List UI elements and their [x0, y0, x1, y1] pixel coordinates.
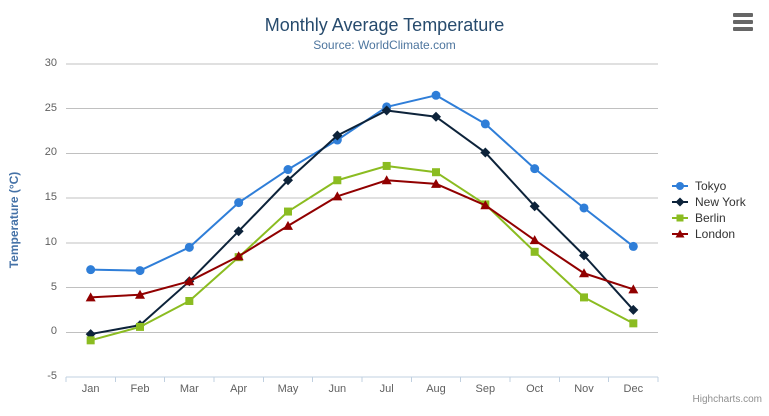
data-point-london[interactable] — [184, 276, 195, 286]
data-point-london[interactable] — [431, 178, 441, 188]
legend-label: New York — [695, 195, 746, 209]
x-axis-label: Aug — [426, 383, 446, 395]
data-point-new-york[interactable] — [332, 130, 343, 141]
chart-subtitle: Source: WorldClimate.com — [313, 38, 456, 52]
data-point-tokyo[interactable] — [628, 241, 638, 251]
series-line-london[interactable] — [89, 179, 635, 299]
data-point-new-york[interactable] — [628, 304, 639, 315]
data-point-tokyo[interactable] — [530, 164, 540, 174]
data-point-berlin[interactable] — [580, 293, 588, 302]
data-point-berlin[interactable] — [432, 168, 440, 177]
chart-title: Monthly Average Temperature — [264, 15, 505, 35]
data-point-london[interactable] — [381, 175, 392, 185]
hamburger-icon — [729, 9, 757, 35]
x-axis-label: Oct — [526, 383, 544, 395]
y-axis-label: 25 — [44, 101, 57, 114]
x-axis-label: Mar — [179, 383, 199, 395]
series-line-new-york[interactable] — [89, 109, 635, 336]
x-axis-label: Jul — [379, 383, 394, 395]
y-axis-label: 0 — [50, 325, 57, 338]
x-axis-label: Jun — [328, 383, 347, 395]
legend-marker-square-icon — [672, 214, 688, 222]
legend-marker-shape[interactable] — [675, 229, 685, 238]
legend-marker-circle-icon — [672, 182, 688, 190]
legend-label: Berlin — [695, 211, 726, 225]
data-point-tokyo[interactable] — [86, 265, 96, 275]
data-point-london[interactable] — [579, 268, 589, 278]
data-point-berlin[interactable] — [382, 161, 391, 170]
data-point-new-york[interactable] — [283, 175, 293, 186]
data-point-new-york[interactable] — [233, 226, 244, 237]
data-point-berlin[interactable] — [86, 336, 95, 345]
y-axis-label: 10 — [44, 235, 57, 248]
credits-link[interactable]: Highcharts.com — [692, 394, 762, 405]
y-axis-label: -5 — [47, 370, 57, 382]
data-point-london[interactable] — [628, 284, 639, 294]
x-axis-label: Jan — [81, 383, 100, 395]
data-point-london[interactable] — [529, 235, 540, 245]
legend-label: London — [695, 227, 736, 241]
data-point-london[interactable] — [85, 292, 96, 302]
legend-marker-diamond-icon — [672, 197, 688, 207]
data-point-tokyo[interactable] — [234, 198, 244, 208]
export-menu-button[interactable] — [729, 9, 757, 35]
legend: Tokyo New York Berlin London — [672, 178, 746, 242]
data-point-new-york[interactable] — [529, 201, 540, 212]
data-point-london[interactable] — [233, 251, 244, 261]
y-axis-label: 15 — [44, 191, 57, 204]
y-axis-label: 20 — [44, 146, 57, 159]
data-point-berlin[interactable] — [333, 176, 342, 185]
legend-item-tokyo[interactable]: Tokyo — [672, 178, 746, 194]
data-point-new-york[interactable] — [480, 147, 491, 158]
data-point-berlin[interactable] — [629, 319, 638, 328]
data-point-berlin[interactable] — [284, 207, 292, 216]
y-axis-title: Temperature (°C) — [7, 171, 21, 269]
data-point-tokyo[interactable] — [579, 203, 589, 213]
data-point-new-york[interactable] — [579, 250, 589, 261]
data-point-tokyo[interactable] — [184, 242, 194, 252]
legend-marker-shape[interactable] — [675, 197, 685, 207]
data-point-london[interactable] — [283, 220, 293, 230]
legend-item-berlin[interactable]: Berlin — [672, 210, 746, 226]
series-line-tokyo[interactable] — [89, 94, 635, 272]
x-axis-label: Dec — [623, 383, 644, 395]
legend-label: Tokyo — [695, 179, 727, 193]
data-point-berlin[interactable] — [530, 247, 539, 256]
data-point-london[interactable] — [332, 191, 343, 201]
x-axis-label: Apr — [230, 383, 248, 395]
x-axis-label: Feb — [130, 383, 150, 395]
x-axis-label: Sep — [475, 383, 496, 395]
data-point-tokyo[interactable] — [135, 266, 145, 276]
series-line-berlin[interactable] — [89, 164, 635, 342]
legend-item-london[interactable]: London — [672, 226, 746, 242]
y-axis-label: 30 — [44, 57, 57, 69]
data-point-london[interactable] — [135, 289, 145, 299]
legend-marker-shape[interactable] — [676, 214, 684, 222]
data-point-tokyo[interactable] — [283, 165, 293, 175]
data-point-new-york[interactable] — [381, 105, 392, 116]
x-axis-label: May — [277, 383, 299, 395]
data-point-tokyo[interactable] — [431, 90, 441, 100]
data-point-new-york[interactable] — [431, 111, 441, 122]
legend-marker-triangle-icon — [672, 229, 688, 238]
legend-item-new-york[interactable]: New York — [672, 194, 746, 210]
x-axis-label: Nov — [574, 383, 594, 395]
data-point-tokyo[interactable] — [480, 119, 490, 129]
legend-marker-shape[interactable] — [676, 182, 684, 190]
data-point-london[interactable] — [480, 200, 491, 210]
data-point-berlin[interactable] — [136, 322, 144, 331]
data-point-berlin[interactable] — [185, 296, 194, 305]
y-axis-label: 5 — [50, 280, 57, 293]
